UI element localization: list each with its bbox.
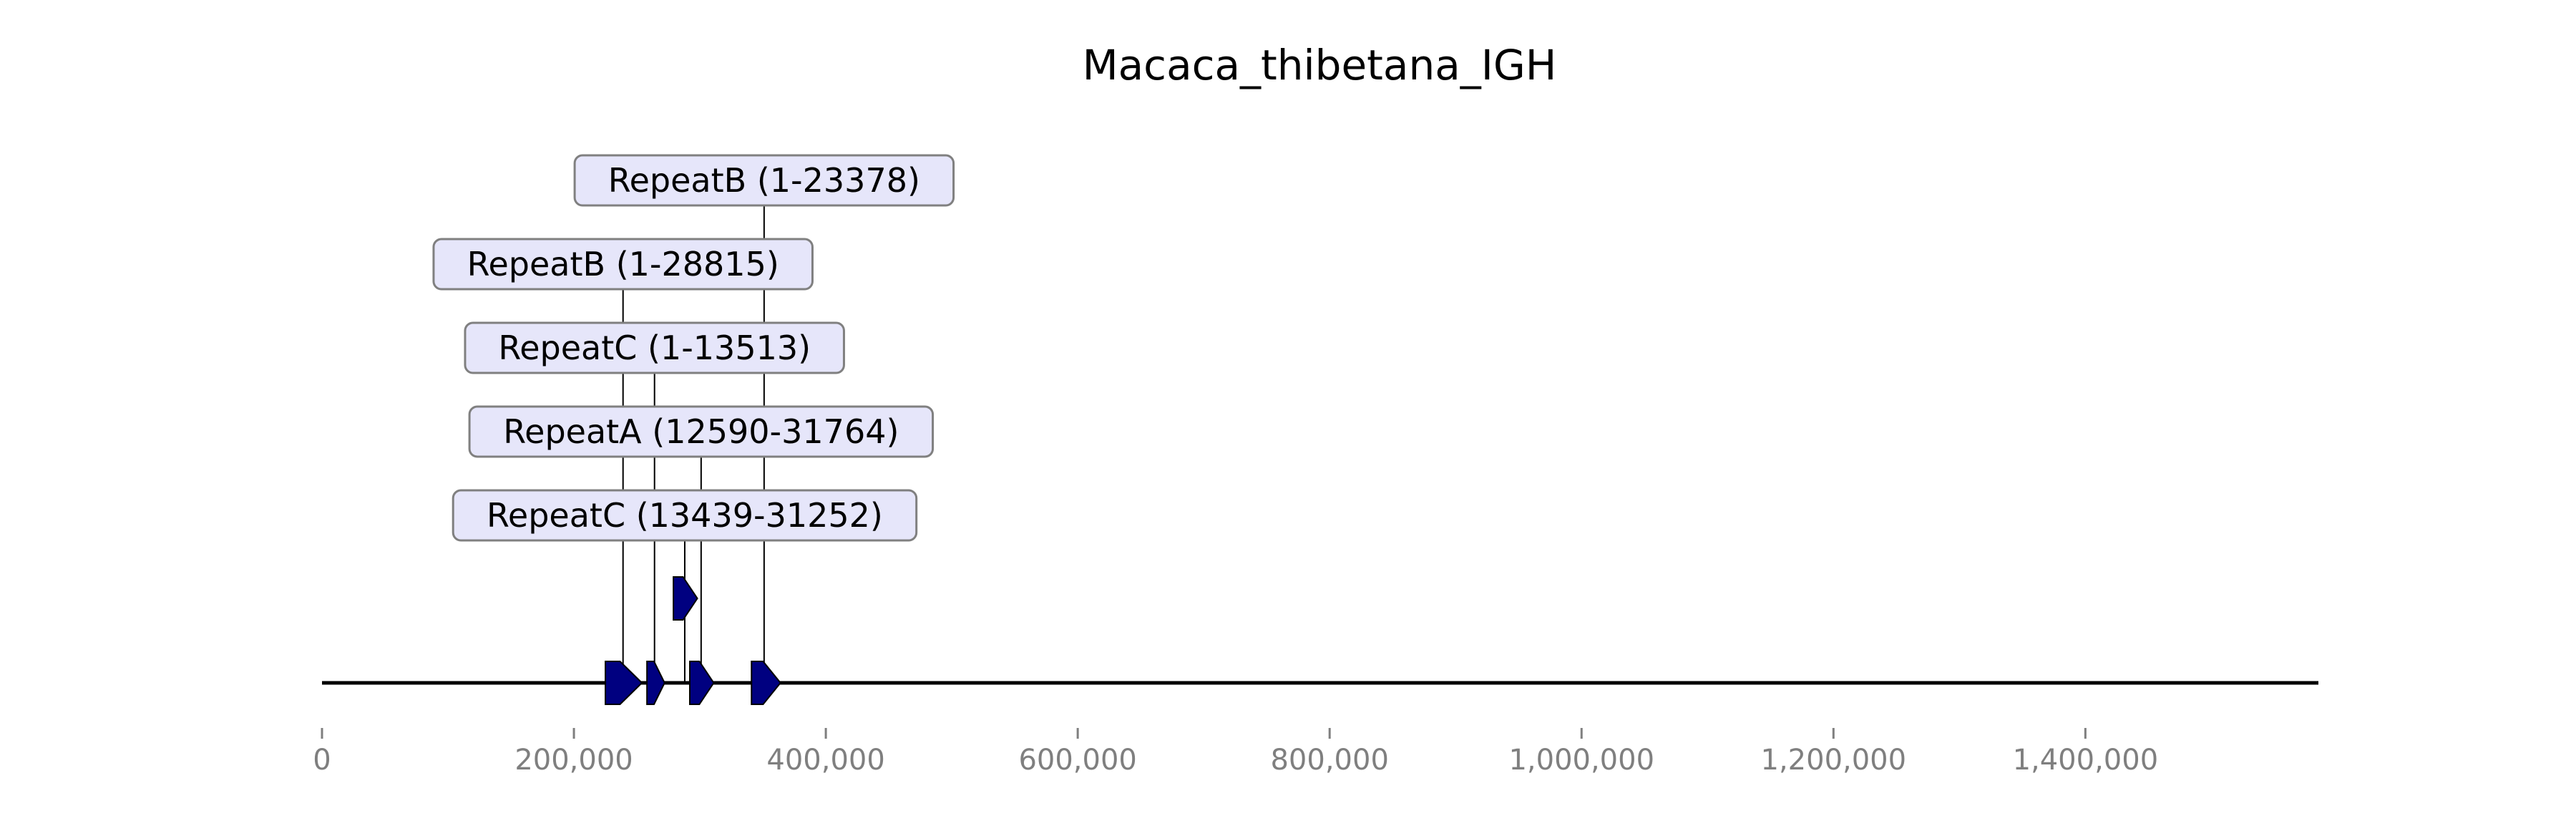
x-tick-label: 1,400,000 bbox=[2013, 744, 2159, 777]
x-axis: 0 200,000 400,000 600,000 800,000 1,000,000 1,… bbox=[313, 728, 2158, 777]
x-tick-label: 1,200,000 bbox=[1761, 744, 1907, 777]
feature-arrow bbox=[646, 661, 665, 705]
label-box bbox=[452, 489, 918, 542]
feature-arrow bbox=[605, 661, 643, 705]
feature-arrow bbox=[688, 661, 715, 705]
label-text: RepeatB (1-23378) bbox=[608, 161, 920, 200]
x-tick-label: 200,000 bbox=[514, 744, 633, 777]
x-tick-label: 400,000 bbox=[766, 744, 884, 777]
label-text: RepeatC (1-13513) bbox=[498, 329, 811, 367]
feature-arrow bbox=[751, 661, 782, 705]
x-tick-label: 800,000 bbox=[1270, 744, 1388, 777]
label-box bbox=[468, 405, 935, 458]
feature-arrow bbox=[673, 576, 698, 621]
feature-arrows bbox=[605, 576, 782, 705]
x-tick-label: 600,000 bbox=[1018, 744, 1136, 777]
x-tick-label: 1,000,000 bbox=[1508, 744, 1654, 777]
x-tick-label: 0 bbox=[313, 744, 331, 777]
label-text: RepeatB (1-28815) bbox=[467, 245, 779, 283]
chart-title: Macaca_thibetana_IGH bbox=[1083, 41, 1557, 89]
feature-labels: RepeatB (1-23378) RepeatB (1-28815) Repeat… bbox=[432, 154, 955, 542]
label-box bbox=[573, 154, 955, 207]
label-text: RepeatC (13439-31252) bbox=[487, 496, 883, 535]
label-box bbox=[464, 321, 845, 374]
label-box bbox=[432, 238, 814, 291]
label-text: RepeatA (12590-31764) bbox=[503, 412, 899, 451]
